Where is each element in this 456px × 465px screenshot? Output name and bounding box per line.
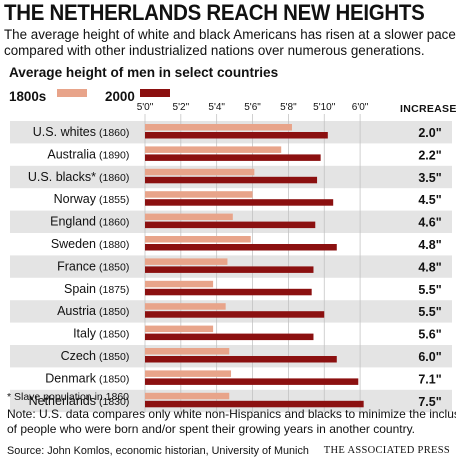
increase-value: 5.5"	[418, 283, 441, 297]
bar-1800s	[145, 325, 214, 333]
bar-2000	[145, 333, 314, 341]
bar-1800s	[145, 348, 230, 355]
bar-1800s	[145, 213, 233, 221]
year-label: (1875)	[99, 284, 129, 296]
increase-value: 4.8"	[418, 260, 441, 274]
bar-1800s	[145, 392, 230, 400]
year-label: (1850)	[99, 373, 129, 385]
country-label: Denmark	[45, 371, 96, 385]
country-label: Czech	[61, 349, 96, 363]
bar-2000	[145, 199, 334, 206]
country-label: U.S. whites	[33, 125, 96, 139]
bar-2000	[145, 378, 359, 385]
bar-2000	[145, 288, 312, 296]
tick-label: 5'6"	[244, 102, 261, 113]
country-label: England	[50, 215, 96, 229]
tick-label: 6'0"	[352, 102, 369, 113]
tick-label: 5'8"	[280, 102, 297, 113]
country-label: U.S. blacks*	[28, 170, 96, 184]
tick-label: 5'4"	[208, 102, 225, 113]
footnote: * Slave population in 1860	[7, 391, 130, 403]
increase-value: 7.1"	[418, 372, 441, 386]
source-line: Source: John Komlos, economic historian,…	[7, 445, 309, 457]
year-label: (1850)	[99, 351, 129, 363]
bar-2000	[145, 221, 316, 229]
country-label: Spain	[64, 282, 96, 296]
bar-2000	[145, 176, 318, 184]
increase-value: 6.0"	[418, 350, 441, 364]
bar-1800s	[145, 191, 253, 198]
bar-1800s	[145, 168, 255, 176]
year-label: (1860)	[99, 172, 129, 184]
increase-value: 2.0"	[418, 126, 441, 140]
bar-1800s	[145, 303, 226, 310]
bar-1800s	[145, 280, 214, 288]
bar-1800s	[145, 370, 232, 377]
increase-value: 7.5"	[418, 395, 441, 409]
increase-value: 4.5"	[418, 193, 441, 207]
bar-2000	[145, 311, 325, 318]
credit-line: THE ASSOCIATED PRESS	[323, 445, 450, 456]
country-label: France	[57, 259, 96, 273]
legend-label-2000: 2000	[105, 89, 135, 104]
year-label: (1880)	[99, 239, 129, 251]
bar-1800s	[145, 236, 251, 243]
year-label: (1830)	[99, 396, 129, 408]
year-label: (1860)	[99, 217, 129, 229]
increase-value: 4.6"	[418, 216, 441, 230]
bar-1800s	[145, 146, 282, 153]
subtitle-line: The average height of white and black Am…	[4, 27, 456, 42]
increase-value: 2.2"	[418, 148, 441, 162]
year-label: (1890)	[99, 149, 129, 161]
bar-2000	[145, 154, 321, 161]
country-label: Netherlands	[29, 394, 96, 408]
increase-value: 4.8"	[418, 238, 441, 252]
tick-label: 5'0"	[137, 102, 154, 113]
year-label: (1850)	[99, 329, 129, 341]
increase-value: 3.5"	[418, 171, 441, 185]
note-line: of people who were born and/or spent the…	[7, 422, 416, 436]
year-label: (1850)	[99, 306, 129, 318]
chart-title: THE NETHERLANDS REACH NEW HEIGHTS	[4, 0, 425, 25]
chart-heading: Average height of men in select countrie…	[9, 65, 279, 80]
increase-value: 5.6"	[418, 328, 441, 342]
year-label: (1855)	[99, 194, 129, 206]
country-label: Austria	[57, 304, 96, 318]
bar-2000	[145, 356, 337, 363]
legend-swatch-2000	[140, 89, 170, 97]
subtitle-line: compared with other industrialized natio…	[4, 43, 425, 58]
country-label: Italy	[73, 327, 97, 341]
increase-column-header: INCREASE	[400, 103, 456, 115]
bar-1800s	[145, 258, 228, 265]
note-line: Note: U.S. data compares only white non-…	[7, 407, 456, 421]
note: Note: U.S. data compares only white non-…	[7, 407, 456, 437]
country-label: Norway	[54, 192, 97, 206]
legend-swatch-1800s	[57, 89, 87, 97]
bar-2000	[145, 132, 328, 139]
chart-subtitle: The average height of white and black Am…	[4, 27, 456, 59]
country-label: Sweden	[51, 237, 96, 251]
bar-2000	[145, 400, 364, 408]
increase-value: 5.5"	[418, 305, 441, 319]
legend-label-1800s: 1800s	[9, 89, 47, 104]
year-label: (1860)	[99, 127, 129, 139]
year-label: (1850)	[99, 261, 129, 273]
country-label: Australia	[47, 147, 96, 161]
tick-label: 5'2"	[173, 102, 190, 113]
tick-label: 5'10"	[313, 102, 336, 113]
bar-2000	[145, 244, 337, 251]
bar-2000	[145, 266, 314, 273]
bar-1800s	[145, 124, 292, 131]
